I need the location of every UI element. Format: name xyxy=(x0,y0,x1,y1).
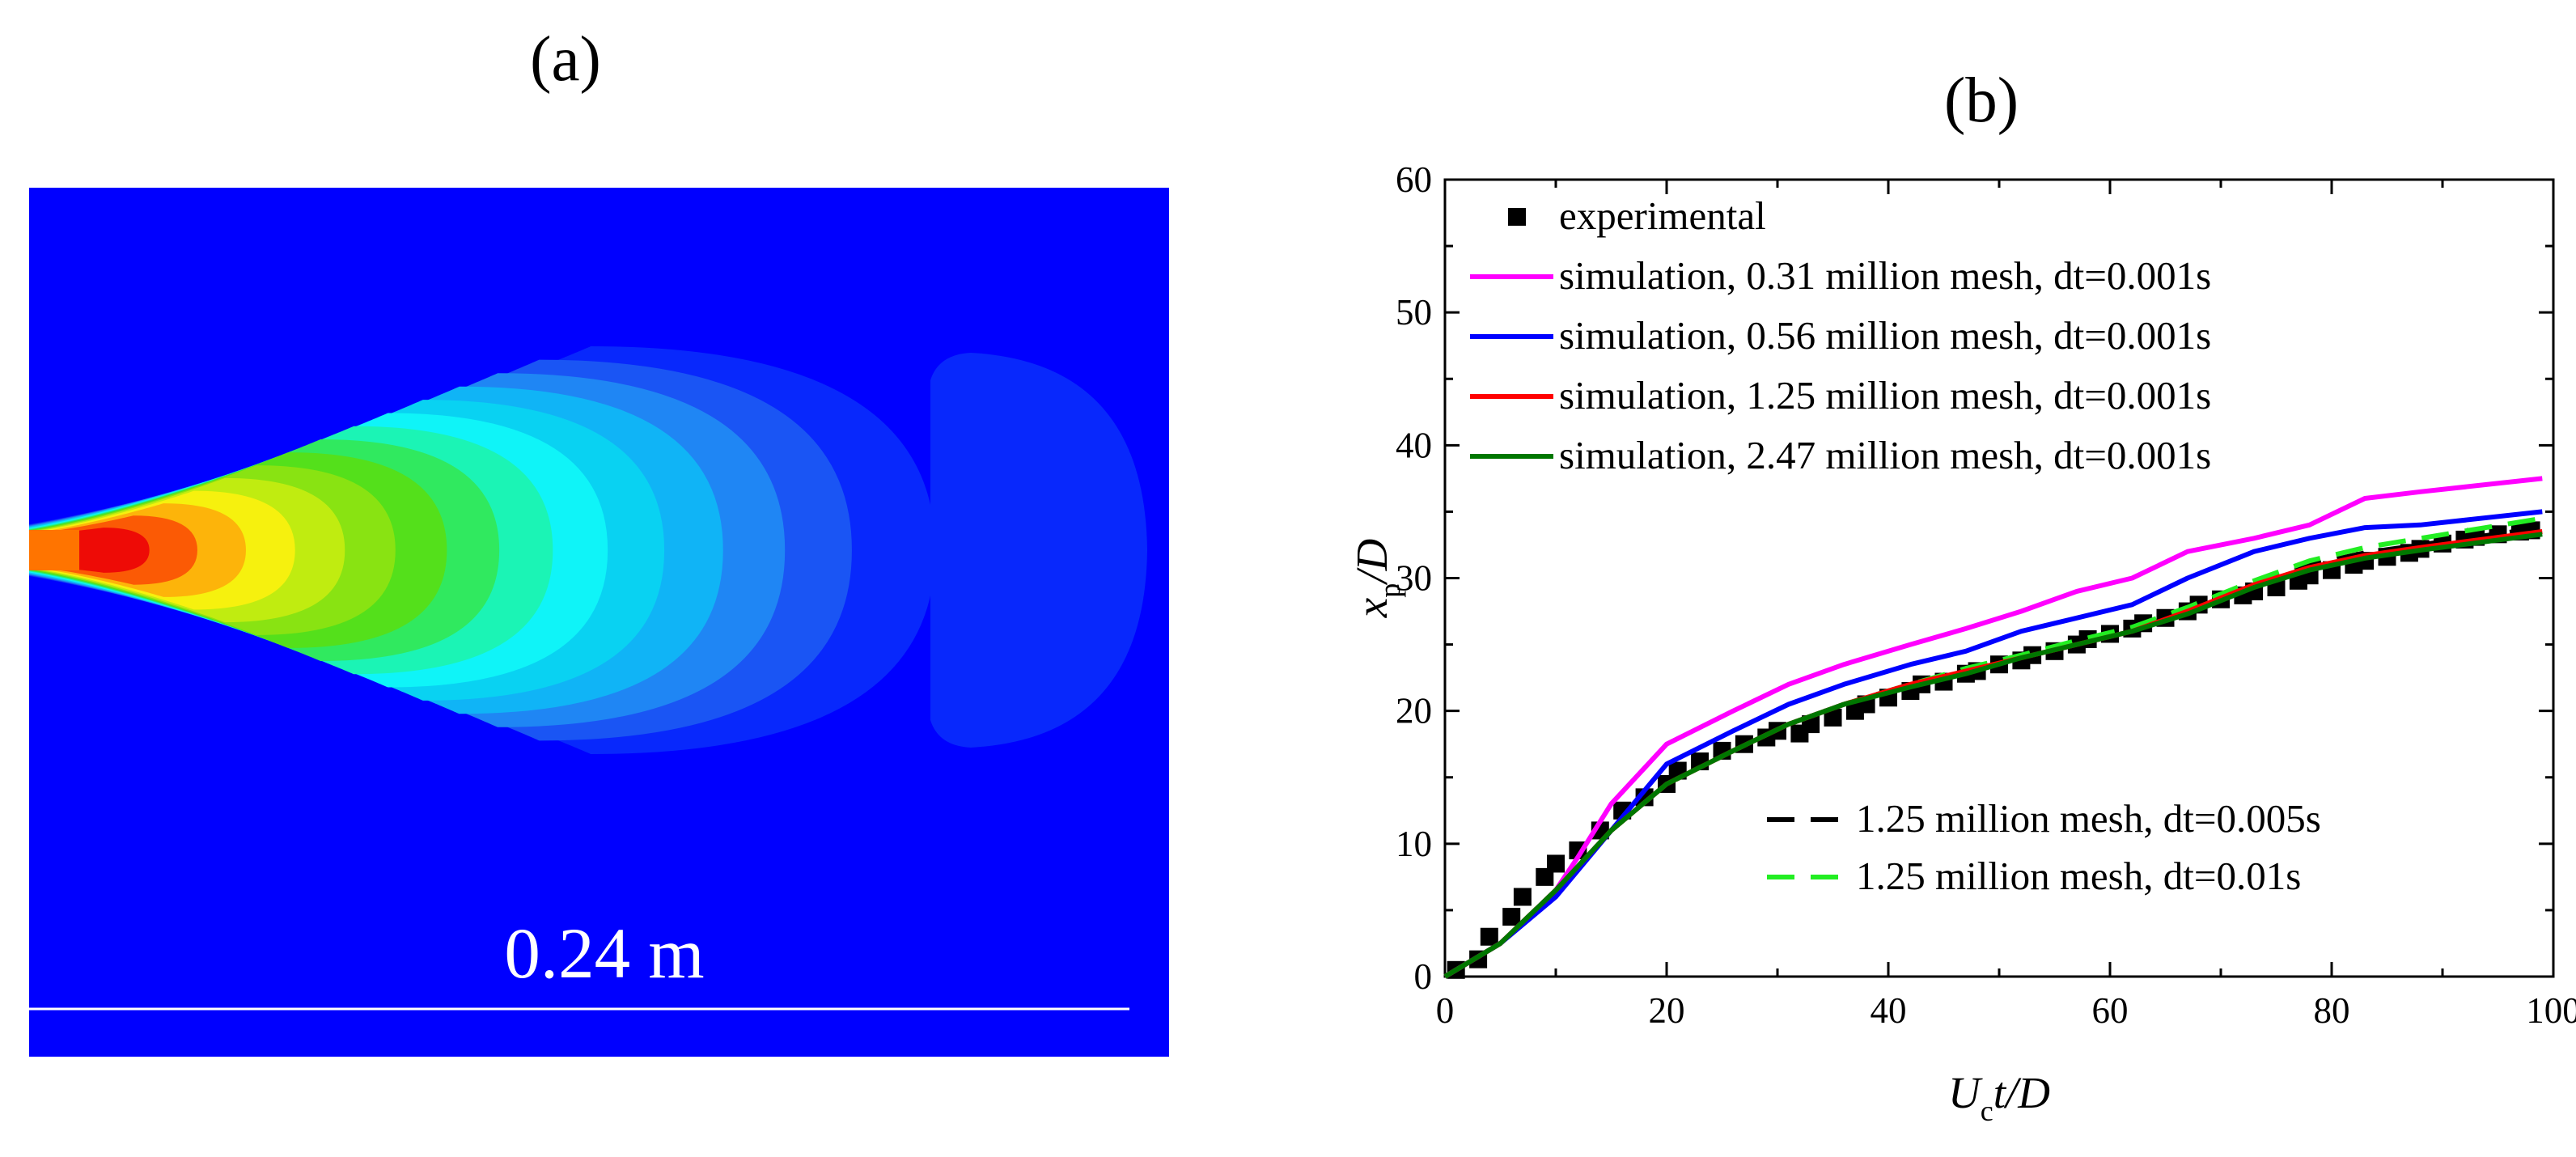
y-tick-label: 30 xyxy=(1396,558,1432,599)
chart: 0 20 40 60 80 100 0 10 20 30 40 50 60 Uct/D xp/D experi… xyxy=(1347,159,2576,1127)
x-tick-label: 0 xyxy=(1436,990,1455,1031)
legend-label: simulation, 0.56 million mesh, dt=0.001s xyxy=(1559,313,2211,358)
panel-b: (b) 0 20 40 60 80 100 0 10 20 30 40 50 60 Uct/D xp/D ex… xyxy=(1347,66,2576,1127)
legend-marker xyxy=(1508,208,1526,226)
legend-bottom: 1.25 million mesh, dt=0.005s 1.25 million… xyxy=(1767,796,2321,898)
experimental-point xyxy=(1824,708,1842,727)
legend-label: 1.25 million mesh, dt=0.01s xyxy=(1856,854,2301,898)
scale-text: 0.24 m xyxy=(504,914,704,994)
nozzle-core xyxy=(29,530,79,570)
vortex-head xyxy=(930,353,1147,748)
y-axis-label: xp/D xyxy=(1347,539,1406,618)
x-axis-label: Uct/D xyxy=(1948,1068,2050,1127)
contour-plot: 0.24 m xyxy=(29,188,1169,1057)
y-tick-label: 0 xyxy=(1414,956,1433,997)
series-line xyxy=(1443,532,2543,979)
series-line xyxy=(1443,529,2543,979)
legend-label: simulation, 2.47 million mesh, dt=0.001s xyxy=(1559,433,2211,477)
x-tick-label: 40 xyxy=(1871,990,1907,1031)
y-tick-label: 50 xyxy=(1396,292,1432,333)
x-tick-label: 20 xyxy=(1649,990,1685,1031)
legend-label: simulation, 0.31 million mesh, dt=0.001s xyxy=(1559,253,2211,298)
series-line xyxy=(1443,525,2543,979)
series-line xyxy=(1443,509,2543,979)
series-line xyxy=(1443,515,2543,979)
x-tick-label: 80 xyxy=(2314,990,2350,1031)
panel-b-label: (b) xyxy=(1944,66,2019,136)
y-tick-label: 20 xyxy=(1396,691,1432,731)
legend-label: experimental xyxy=(1559,193,1766,238)
legend-top: experimental simulation, 0.31 million mes… xyxy=(1470,193,2211,477)
experimental-point xyxy=(1513,888,1532,906)
panel-a-label: (a) xyxy=(530,24,601,95)
x-tick-label: 100 xyxy=(2526,990,2576,1031)
y-tick-label: 10 xyxy=(1396,824,1432,864)
series-line xyxy=(1443,476,2543,979)
y-tick-label: 40 xyxy=(1396,425,1432,465)
experimental-point xyxy=(1502,908,1521,926)
experimental-point xyxy=(1547,854,1565,873)
panel-a: (a) 0.24 m xyxy=(29,24,1169,1057)
contour-bands xyxy=(29,346,1147,754)
experimental-point xyxy=(1480,927,1498,946)
legend-label: 1.25 million mesh, dt=0.005s xyxy=(1856,796,2321,841)
y-tick-label: 60 xyxy=(1396,159,1432,200)
x-tick-label: 60 xyxy=(2092,990,2129,1031)
legend-label: simulation, 1.25 million mesh, dt=0.001s xyxy=(1559,373,2211,417)
